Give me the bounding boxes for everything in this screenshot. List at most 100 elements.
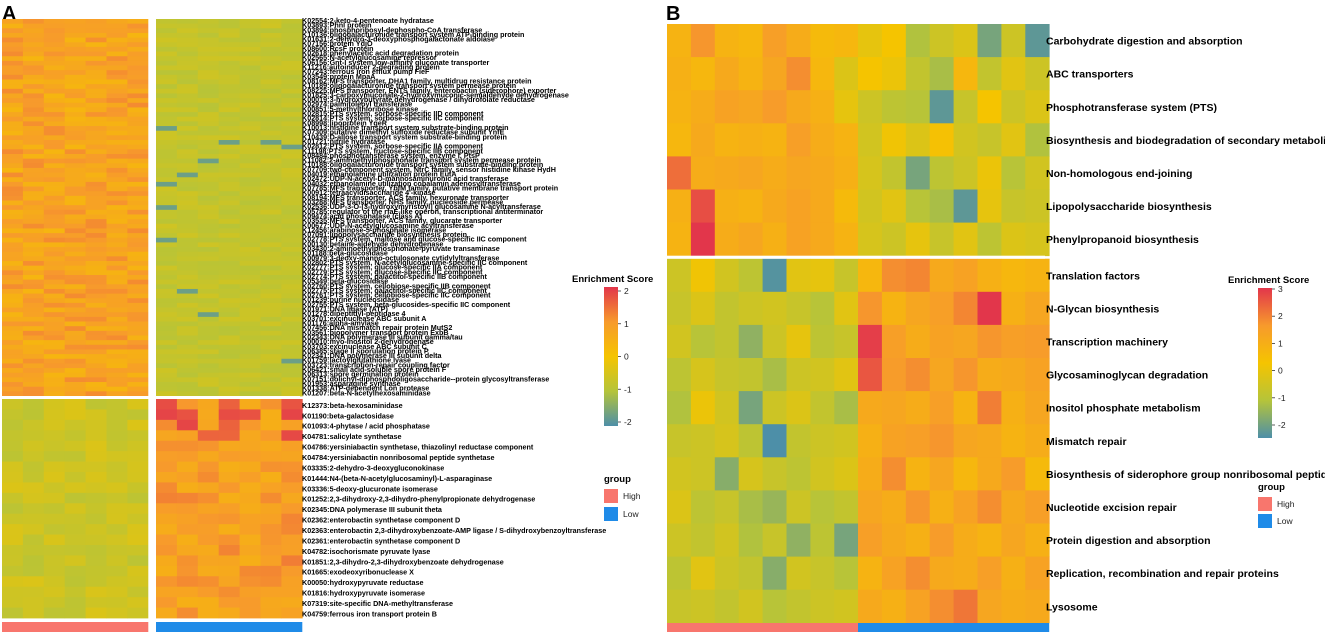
heatmap-a-cell — [239, 503, 261, 515]
heatmap-a-cell — [85, 513, 107, 525]
heatmap-a-cell — [22, 354, 45, 360]
heatmap-a-cell — [2, 200, 24, 206]
heatmap-a-cell — [197, 335, 220, 341]
heatmap-a-row-label: K04784:yersiniabactin nonribosomal pepti… — [302, 453, 495, 462]
heatmap-a-cell — [2, 298, 24, 304]
heatmap-a-cell — [260, 219, 282, 225]
heatmap-a-row-label: K02777:PTS system, glucose-specific IIA … — [302, 263, 483, 272]
heatmap-a-cell — [197, 79, 220, 85]
heatmap-a-cell — [218, 302, 240, 308]
heatmap-a-cell — [64, 46, 86, 52]
heatmap-a-cell — [85, 233, 107, 239]
heatmap-a-cell — [218, 56, 240, 62]
heatmap-b-cell — [738, 523, 763, 557]
heatmap-a-cell — [239, 223, 261, 229]
heatmap-a-cell — [43, 88, 66, 94]
heatmap-a-cell — [239, 372, 261, 378]
heatmap-a-row-label: K02815:PTS system, sorbose-specific IID … — [302, 109, 484, 118]
heatmap-a-cell — [22, 607, 45, 619]
heatmap-a-cell — [156, 247, 178, 253]
heatmap-a-cell — [2, 513, 24, 525]
heatmap-b-cell — [905, 222, 931, 257]
heatmap-a-cell — [260, 37, 282, 43]
heatmap-a-cell — [218, 545, 240, 556]
heatmap-a-cell — [260, 326, 282, 332]
heatmap-a-cell — [106, 545, 128, 556]
heatmap-a-cell — [197, 492, 220, 504]
heatmap-a-cell — [106, 177, 128, 183]
heatmap-a-cell — [2, 191, 24, 197]
heatmap-a-cell — [64, 233, 86, 239]
heatmap-a-cell — [64, 340, 86, 346]
heatmap-a-cell — [127, 223, 149, 229]
heatmap-a-cell — [85, 288, 107, 294]
heatmap-b-cell — [834, 291, 859, 326]
heatmap-b-cell — [714, 358, 740, 392]
heatmap-a-cell — [218, 116, 240, 122]
heatmap-b-group-annotation — [667, 623, 1050, 632]
heatmap-a-row-label: K04786:yersiniabactin synthetase, thiazo… — [302, 443, 534, 452]
heatmap-b-cell — [977, 90, 1002, 124]
heatmap-a-cell — [43, 167, 66, 173]
heatmap-a-cell — [176, 372, 199, 378]
heatmap-a-cell — [64, 326, 86, 332]
heatmap-a-row-label: K01188:beta-glucosidase — [302, 249, 388, 258]
heatmap-b-row-label: Glycosaminoglycan degradation — [1046, 370, 1208, 382]
heatmap-a-cell — [127, 576, 149, 588]
heatmap-a-cell — [281, 302, 303, 308]
heatmap-b-cell — [786, 391, 811, 425]
heatmap-a-cell — [64, 534, 86, 546]
heatmap-a-cell — [127, 349, 149, 355]
heatmap-a-cell — [22, 163, 45, 169]
heatmap-a-cell — [176, 205, 199, 211]
heatmap-a-cell — [260, 242, 282, 248]
heatmap-a-cell — [197, 116, 220, 122]
heatmap-a-cell — [176, 181, 199, 187]
heatmap-a-cell — [64, 524, 86, 535]
heatmap-a-cell — [197, 545, 220, 556]
heatmap-a-cell — [64, 330, 86, 336]
heatmap-a-row-label: K01721:nitrile hydratase — [302, 137, 385, 146]
heatmap-a-cell — [127, 126, 149, 132]
heatmap-a-cell — [239, 135, 261, 141]
heatmap-a-cell — [64, 399, 86, 410]
heatmap-b-cell — [762, 222, 787, 257]
heatmap-a-cell — [239, 130, 261, 136]
heatmap-a-cell — [43, 60, 66, 66]
heatmap-a-cell — [127, 419, 149, 431]
heatmap-b-cell — [1001, 24, 1026, 58]
heatmap-a-cell — [127, 209, 149, 215]
heatmap-a-cell — [239, 513, 261, 525]
heatmap-a-cell — [22, 391, 45, 397]
heatmap-a-cell — [197, 247, 220, 253]
heatmap-b-cell — [762, 189, 787, 223]
heatmap-a-cell — [281, 107, 303, 113]
heatmap-a-cell — [218, 242, 240, 248]
heatmap-b-cell — [690, 358, 716, 392]
heatmap-a-cell — [127, 251, 149, 257]
heatmap-a-cell — [43, 326, 66, 332]
heatmap-b-row-label: Protein digestion and absorption — [1046, 535, 1211, 547]
heatmap-a-cell — [218, 88, 240, 94]
heatmap-a-cell — [197, 565, 220, 577]
heatmap-a-cell — [176, 186, 199, 192]
heatmap-a-cell — [218, 70, 240, 76]
heatmap-a-cell — [2, 597, 24, 608]
heatmap-a-cell — [218, 158, 240, 164]
heatmap-a-cell — [281, 172, 303, 178]
heatmap-a-cell — [64, 65, 86, 71]
heatmap-b-cell — [953, 490, 978, 524]
heatmap-a-cell — [22, 513, 45, 525]
heatmap-b-cell — [1025, 24, 1050, 58]
heatmap-b-cell — [834, 189, 859, 223]
heatmap-b-cell — [1001, 490, 1026, 524]
heatmap-a-cell — [22, 181, 45, 187]
heatmap-a-cell — [64, 482, 86, 494]
heatmap-a-cell — [106, 195, 128, 201]
heatmap-a-cell — [281, 219, 303, 225]
heatmap-a-cell — [106, 205, 128, 211]
heatmap-a-cell — [197, 233, 220, 239]
heatmap-a-cell — [22, 37, 45, 43]
heatmap-a-cell — [239, 65, 261, 71]
heatmap-b-cell — [953, 90, 978, 124]
